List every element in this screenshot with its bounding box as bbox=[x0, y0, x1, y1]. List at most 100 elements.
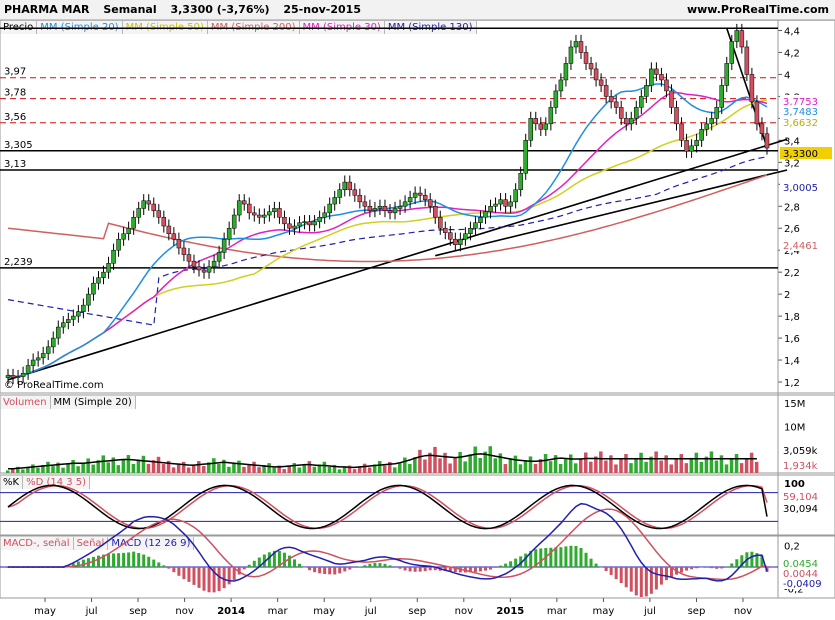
price-candle bbox=[694, 140, 699, 147]
macd-histogram-bar bbox=[217, 567, 221, 592]
macd-histogram-bar bbox=[298, 563, 302, 567]
volume-bar bbox=[382, 465, 387, 473]
volume-bar bbox=[624, 454, 628, 473]
site-url[interactable]: www.ProRealTime.com bbox=[686, 3, 829, 16]
volume-bar bbox=[26, 467, 30, 473]
panel-frame bbox=[0, 474, 835, 536]
macd-histogram-bar bbox=[529, 550, 533, 567]
volume-bar bbox=[704, 456, 709, 473]
macd-histogram-bar bbox=[478, 567, 482, 572]
macd-histogram-bar bbox=[31, 567, 35, 568]
macd-histogram-bar bbox=[287, 555, 291, 567]
x-tick-label: jul bbox=[643, 606, 656, 617]
price-candle bbox=[86, 293, 91, 306]
volume-bar bbox=[146, 463, 151, 473]
legend-sma130[interactable]: MM (Simple 130) bbox=[384, 21, 477, 34]
volume-bar bbox=[41, 464, 45, 473]
volume-bar bbox=[734, 454, 739, 473]
macd-histogram-bar bbox=[56, 567, 60, 568]
macd-histogram-bar bbox=[589, 558, 593, 567]
volume-bar bbox=[589, 461, 593, 473]
volume-bar bbox=[121, 459, 126, 473]
price-candle bbox=[458, 238, 463, 245]
legend-sma30[interactable]: MM (Simple 30) bbox=[299, 21, 385, 34]
macd-histogram-bar bbox=[494, 567, 498, 568]
x-tick-label: mar bbox=[268, 606, 289, 617]
price-candle bbox=[15, 376, 21, 378]
tag-sma20-bg bbox=[780, 105, 832, 117]
volume-bar bbox=[413, 457, 417, 473]
macd-histogram-bar bbox=[353, 567, 357, 568]
macd-histogram-bar bbox=[102, 554, 105, 567]
price-candle bbox=[226, 227, 232, 240]
price-candle bbox=[608, 96, 614, 103]
level-label: 2,239 bbox=[4, 257, 33, 268]
volume-bar bbox=[282, 469, 286, 473]
x-tick-label: may bbox=[593, 606, 615, 617]
price-candle bbox=[543, 123, 549, 130]
price-candle bbox=[724, 63, 730, 86]
price-candle bbox=[679, 123, 684, 141]
tag-stoch-k: 30,094 bbox=[783, 504, 818, 515]
level-label: 3,305 bbox=[4, 140, 33, 151]
volume-bar bbox=[468, 454, 472, 473]
legend-macd[interactable]: MACD (12 26 9) bbox=[108, 537, 195, 550]
legend-signal[interactable]: Señal bbox=[73, 537, 109, 550]
price-candle bbox=[30, 359, 36, 366]
volume-bar bbox=[573, 463, 578, 473]
macd-histogram-bar bbox=[659, 567, 663, 585]
volume-bar bbox=[242, 466, 246, 473]
legend-sma200[interactable]: MM (Simple 200) bbox=[207, 21, 300, 34]
volume-bar bbox=[543, 453, 548, 473]
volume-bar bbox=[106, 462, 111, 473]
price-candle bbox=[422, 195, 428, 200]
macd-histogram-bar bbox=[207, 567, 211, 593]
tag-macd-signal-bg bbox=[780, 567, 832, 579]
macd-histogram-bar bbox=[639, 567, 643, 598]
macd-histogram-bar bbox=[539, 548, 543, 567]
period-label[interactable]: Semanal bbox=[103, 3, 157, 16]
chart-header: PHARMA MAR Semanal 3,3300 (-3,76%) 25-no… bbox=[0, 0, 835, 21]
volume-bar bbox=[508, 459, 513, 473]
legend-precio[interactable]: Precio bbox=[0, 21, 38, 34]
volume-bar bbox=[287, 466, 291, 473]
legend-macd-signal[interactable]: MACD-, señal bbox=[0, 537, 74, 550]
price-tick-label: 2,4 bbox=[784, 246, 800, 257]
price-candle bbox=[206, 266, 212, 273]
volume-bar bbox=[664, 455, 668, 473]
macd-histogram-bar bbox=[644, 567, 648, 597]
volume-bar bbox=[31, 464, 35, 473]
volume-bar bbox=[217, 464, 221, 473]
price-candle bbox=[588, 63, 594, 70]
price-candle bbox=[397, 206, 403, 209]
price-candle bbox=[659, 74, 664, 81]
price-candle bbox=[262, 214, 267, 218]
macd-histogram-bar bbox=[21, 567, 25, 568]
legend-d[interactable]: %D (14 3 5) bbox=[23, 476, 91, 489]
volume-bar bbox=[729, 459, 734, 473]
price-candle bbox=[503, 199, 508, 207]
volume-bar bbox=[684, 463, 689, 473]
volume-bar bbox=[46, 461, 50, 473]
legend-sma20[interactable]: MM (Simple 20) bbox=[37, 21, 123, 34]
macd-histogram-bar bbox=[46, 567, 50, 568]
price-tick-label: 1,6 bbox=[784, 334, 800, 345]
price-candle bbox=[488, 206, 493, 212]
macd-histogram-bar bbox=[142, 554, 146, 567]
legend-sma50[interactable]: MM (Simple 50) bbox=[122, 21, 208, 34]
volume-bar bbox=[51, 466, 55, 473]
legend-volume-ma[interactable]: MM (Simple 20) bbox=[50, 396, 136, 409]
volume-bar bbox=[101, 455, 105, 473]
volume-bar bbox=[267, 463, 271, 473]
volume-legend: Volumen MM (Simple 20) bbox=[0, 396, 136, 409]
macd-histogram-bar bbox=[182, 567, 186, 580]
volume-bar bbox=[614, 464, 618, 473]
macd-histogram-bar bbox=[137, 553, 141, 567]
legend-volumen[interactable]: Volumen bbox=[0, 396, 51, 409]
volume-bar bbox=[36, 467, 40, 473]
macd-histogram-bar bbox=[81, 559, 85, 567]
legend-k[interactable]: %K bbox=[0, 476, 24, 489]
price-candle bbox=[649, 68, 654, 86]
price-candle bbox=[528, 118, 533, 141]
price-candle bbox=[412, 192, 418, 198]
